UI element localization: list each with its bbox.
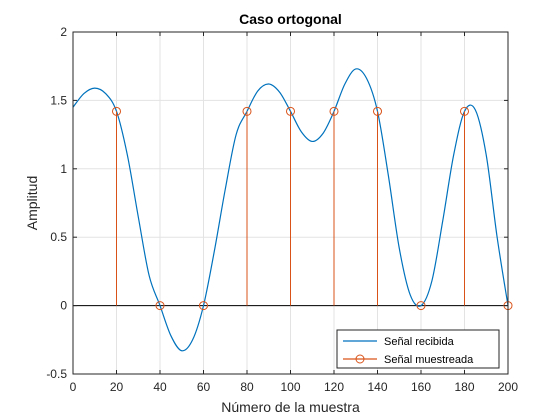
x-tick-label: 40 (153, 380, 167, 394)
legend-marker (355, 354, 365, 364)
x-tick-label: 100 (280, 380, 300, 394)
y-tick-label: 0 (60, 299, 67, 313)
legend: Señal recibida Señal muestreada (336, 329, 500, 369)
stem-marker (373, 106, 382, 116)
y-tick-label: 0.5 (50, 230, 67, 244)
stem-marker (199, 301, 208, 311)
x-tick-label: 200 (498, 380, 518, 394)
y-tick-label: 1 (60, 162, 67, 176)
legend-box (336, 329, 500, 369)
x-tick-label: 140 (367, 380, 387, 394)
x-axis-label: Número de la muestra (221, 399, 360, 415)
stem-marker (329, 106, 339, 116)
y-axis-label: Amplitud (24, 176, 40, 230)
stem-marker (112, 106, 121, 116)
legend-entry-label: Señal recibida (384, 336, 455, 348)
x-tick-label: 180 (454, 380, 474, 394)
x-tick-label: 80 (240, 380, 254, 394)
stem-marker (416, 301, 426, 311)
tick-layer: 0 20 40 60 80 100 120 140 160 180 200-0.500.511.52 (46, 25, 518, 394)
y-tick-label: -0.5 (46, 367, 67, 381)
stem-marker (286, 106, 295, 116)
series-layer (72, 68, 513, 352)
y-tick-label: 1.5 (50, 93, 67, 107)
stem-marker (460, 106, 469, 116)
y-tick-label: 2 (60, 25, 67, 39)
stem-marker (155, 301, 165, 311)
x-tick-label: 60 (197, 380, 211, 394)
legend-entry-label: Señal muestreada (384, 354, 474, 366)
chart-title: Caso ortogonal (239, 11, 342, 27)
x-tick-label: 20 (110, 380, 124, 394)
x-tick-label: 120 (324, 380, 344, 394)
series-line-senal-recibida (72, 68, 509, 352)
x-tick-label: 0 (70, 380, 77, 394)
stem-marker (242, 106, 252, 116)
x-tick-label: 160 (411, 380, 431, 394)
